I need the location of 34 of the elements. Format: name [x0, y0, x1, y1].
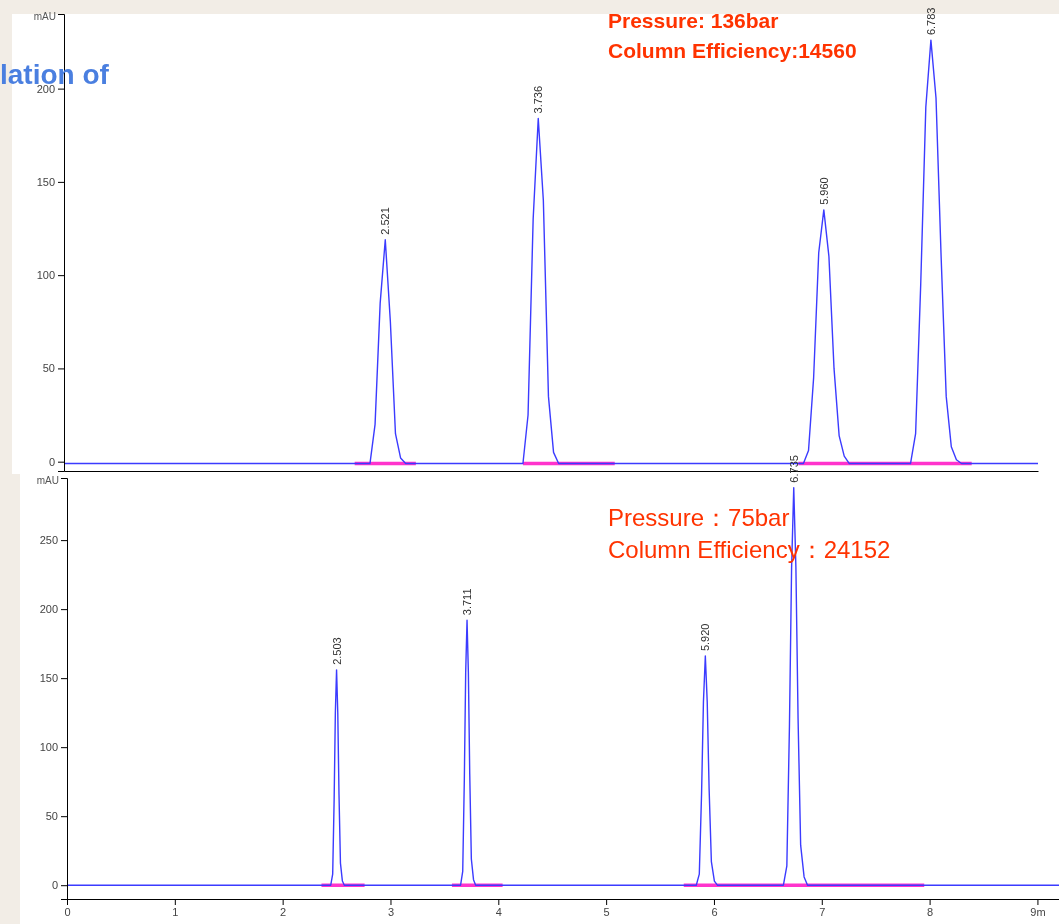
annotation: Pressure：75bar	[608, 504, 790, 531]
x-tick-label: 8	[927, 905, 934, 918]
annotation: 2.521	[379, 207, 392, 235]
x-tick-label: 1	[172, 905, 179, 918]
line-series	[66, 486, 1059, 886]
y-tick-label: 150	[39, 672, 58, 685]
annotation: 3.736	[532, 85, 545, 114]
annotation: 2.503	[330, 637, 343, 665]
y-tick-label: 150	[36, 175, 55, 188]
y-tick-label: 100	[39, 741, 58, 754]
y-tick-label: 200	[39, 603, 58, 616]
x-tick-label: 5	[603, 905, 610, 918]
x-tick-label: 9m	[1030, 905, 1046, 918]
annotation: Pressure: 136bar	[608, 9, 779, 32]
x-tick-label: 3	[387, 905, 395, 918]
x-tick-label: 0	[64, 905, 71, 918]
annotation: Column Efficiency:14560	[608, 39, 857, 62]
y-tick-label: 0	[48, 455, 55, 468]
y-tick-label: 0	[51, 879, 58, 892]
y-tick-label: 50	[45, 810, 58, 823]
x-tick-label: 4	[495, 905, 502, 918]
y-tick-label: 250	[39, 534, 58, 547]
annotation: 3.711	[461, 588, 474, 616]
y-axis-title: mAU	[36, 475, 59, 486]
annotation: 6.735	[787, 455, 800, 483]
y-tick-label: 50	[42, 362, 55, 375]
y-tick-label: 100	[36, 269, 55, 282]
annotation: 6.783	[924, 7, 937, 36]
annotation: 5.920	[699, 623, 712, 652]
annotation: 5.960	[817, 177, 830, 205]
x-tick-label: 2	[280, 905, 287, 918]
x-tick-label: 7	[819, 905, 826, 918]
y-axis-title: mAU	[33, 11, 56, 22]
x-tick-label: 6	[711, 905, 718, 918]
